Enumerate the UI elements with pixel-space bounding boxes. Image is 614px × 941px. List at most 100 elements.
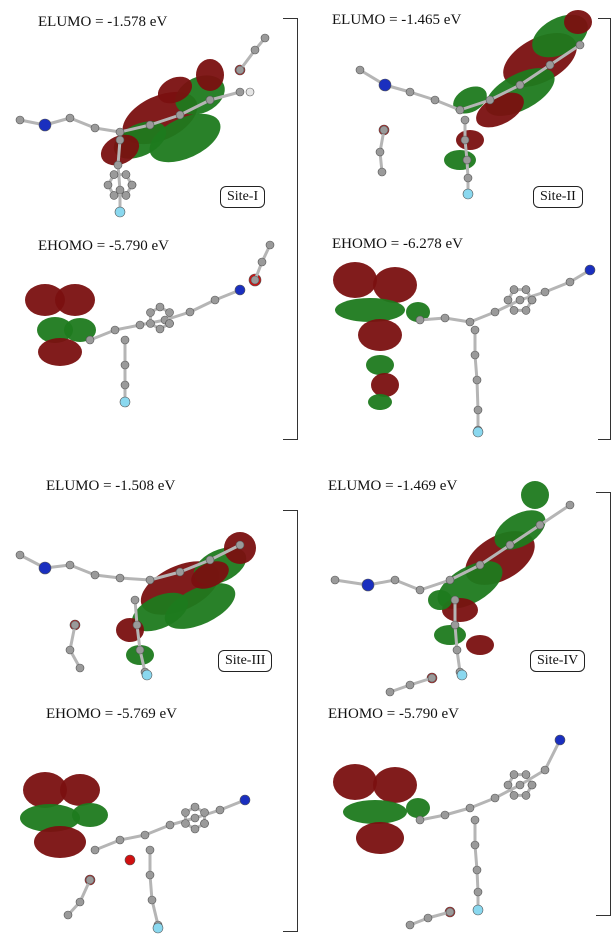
atom [265,240,275,250]
atom [472,426,484,438]
bond [178,558,212,574]
atom [455,105,465,115]
atom [385,687,395,697]
atom [165,319,174,328]
atom [460,115,470,125]
atom [135,645,145,655]
atom [121,191,131,200]
atom [245,87,255,97]
atom [460,135,470,145]
energy-subscript: HOMO [341,236,388,252]
atom [470,350,480,360]
orbital-lobe [64,318,96,342]
bond [493,783,522,800]
orbital-lobe [456,130,484,150]
atom [146,308,155,317]
atom [427,673,437,683]
orbital-lobe [494,510,546,550]
atom [535,520,545,530]
atom [205,555,215,565]
atom [15,115,25,125]
atom [175,110,185,120]
energy-value: = -1.508 eV [99,478,176,494]
bond [543,738,562,772]
atom [132,620,142,630]
atom [155,302,165,312]
atom [509,791,519,800]
atom [440,313,450,323]
lumo-energy-label-site-iii: ELUMO = -1.508 eV [46,478,175,495]
atom [215,805,225,815]
atom [405,680,415,690]
orbital-lobe [343,800,407,824]
atom [120,380,130,390]
atom [473,405,483,415]
atom [472,865,482,875]
atom [509,285,519,294]
orbital-lobe [72,803,108,827]
homo-energy-label-site-iii: EHOMO = -5.769 eV [46,706,177,723]
atom [545,60,555,70]
atom [120,360,130,370]
atom [515,780,525,790]
atom [181,808,190,817]
atom [234,284,246,296]
orbital-lobe [333,764,377,800]
atom [430,95,440,105]
bond [208,90,242,102]
atom [415,815,425,825]
homo-energy-label-site-i: EHOMO = -5.790 eV [38,238,169,255]
energy-symbol: E [332,12,342,28]
atom [103,180,113,190]
atom [235,65,245,75]
bond [518,768,547,787]
atom [355,65,365,75]
atom [140,830,150,840]
bond [148,570,182,582]
energy-value: = -5.769 eV [101,706,177,722]
atom [175,567,185,577]
atom [15,550,25,560]
orbital-lobe [25,284,65,316]
atom [190,824,200,834]
atom [527,780,537,790]
atom [165,820,175,830]
atom [521,770,531,779]
site-label-site-i: Site-I [220,186,266,208]
atom [121,170,131,179]
atom [115,127,125,137]
bond [68,116,97,130]
atom [109,191,119,200]
atom [190,813,200,823]
atom [120,335,130,345]
homo-energy-label-site-ii: EHOMO = -6.278 eV [332,236,463,253]
atom [185,307,195,317]
atom [575,40,585,50]
atom [250,275,260,285]
atom [565,277,575,287]
atom [205,95,215,105]
atom [330,575,340,585]
atom [465,317,475,327]
atom [521,791,531,800]
atom [515,295,525,305]
orbital-lobe [406,798,430,818]
orbital-lobe [149,113,221,163]
atom [200,808,209,817]
atom [540,765,550,775]
atom [452,645,462,655]
atom [115,573,125,583]
atom [124,854,136,866]
orbital-lobe [521,481,549,509]
orbital-lobe [373,267,417,303]
energy-symbol: E [38,238,48,254]
atom [450,620,460,630]
atom [110,325,120,335]
bond [468,310,497,324]
bond [408,90,437,102]
atom [440,810,450,820]
energy-symbol: E [328,706,338,722]
energy-value: = -5.790 eV [383,706,459,722]
atom [485,95,495,105]
